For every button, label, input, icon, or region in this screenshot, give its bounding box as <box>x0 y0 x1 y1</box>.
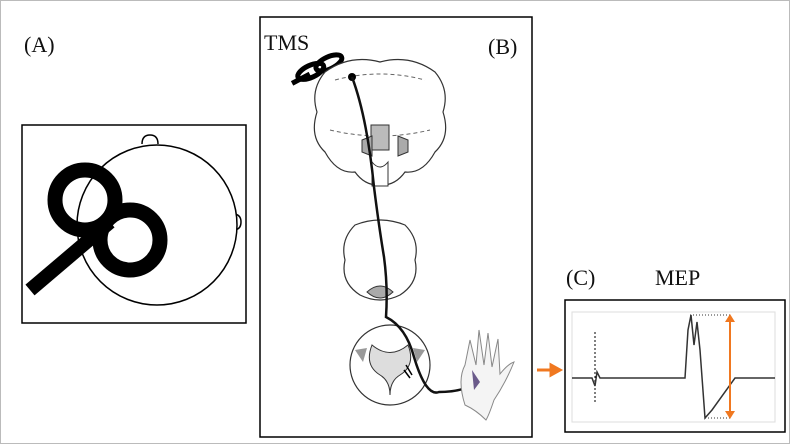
label-c: (C) <box>566 265 595 290</box>
label-a: (A) <box>24 32 55 57</box>
label-b: (B) <box>488 34 517 59</box>
label-tms: TMS <box>264 30 309 55</box>
arrow <box>537 362 564 378</box>
panel-c <box>564 299 786 433</box>
panel-b <box>259 16 533 438</box>
label-mep: MEP <box>655 265 700 290</box>
panel-a <box>21 124 247 324</box>
